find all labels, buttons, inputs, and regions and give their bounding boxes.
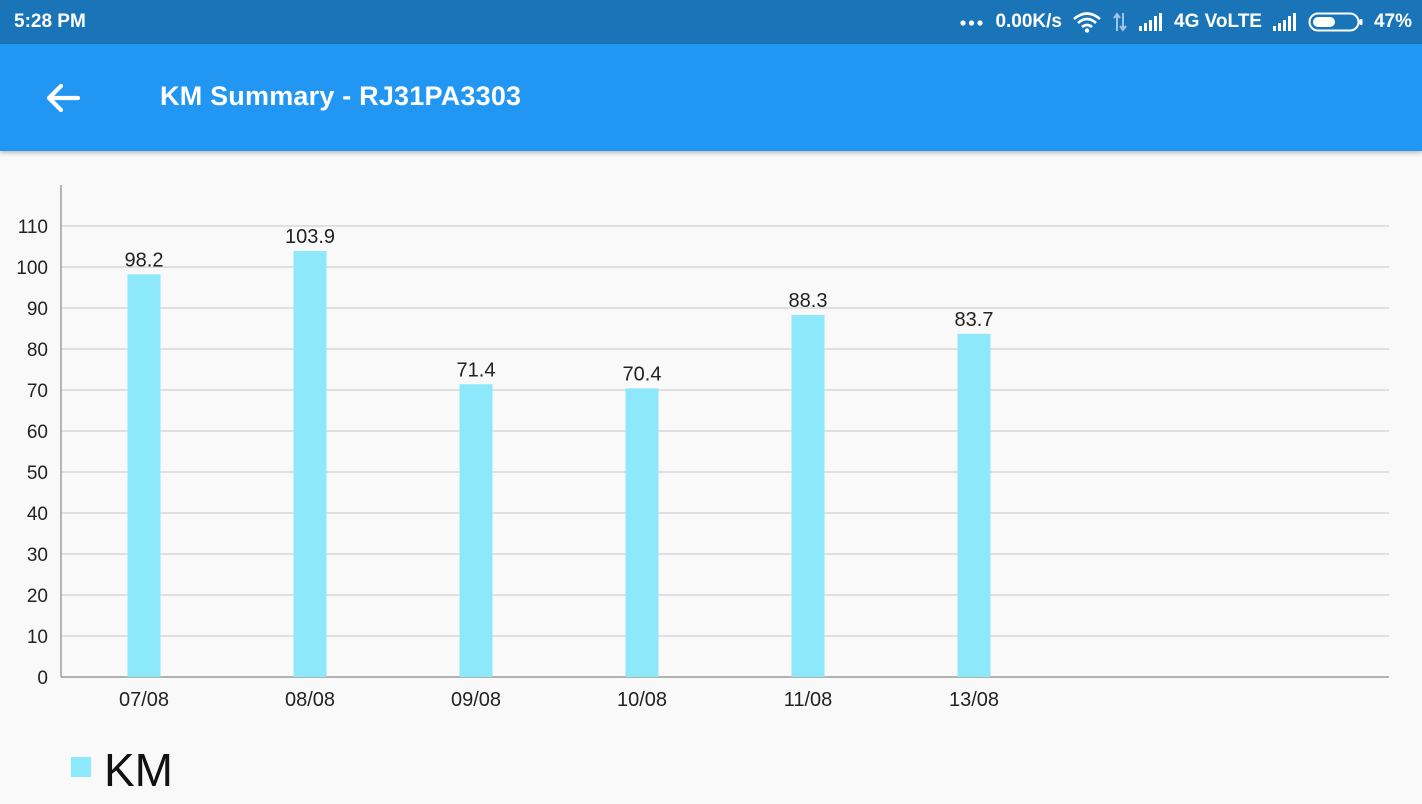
bar	[625, 388, 659, 677]
bar-value-label: 71.4	[457, 359, 496, 381]
status-icons: 0.00K/s 4G VoLTE	[959, 8, 1412, 36]
x-tick-label: 09/08	[451, 689, 501, 711]
more-dots-icon	[959, 17, 985, 27]
status-bar: 5:28 PM 0.00K/s	[0, 0, 1422, 44]
net-speed: 0.00K/s	[995, 11, 1062, 32]
y-tick-label: 10	[27, 627, 48, 648]
legend-swatch	[71, 757, 91, 777]
wifi-icon	[1072, 11, 1102, 33]
bar	[127, 274, 161, 677]
x-tick-label: 11/08	[784, 689, 833, 711]
y-tick-label: 30	[27, 545, 48, 566]
signal-icon	[1138, 12, 1164, 32]
x-tick-label: 07/08	[119, 689, 169, 711]
status-time: 5:28 PM	[14, 11, 86, 32]
x-tick-label: 10/08	[617, 689, 667, 711]
back-button[interactable]	[36, 72, 88, 124]
battery-percent: 47%	[1373, 11, 1412, 32]
y-tick-label: 100	[16, 258, 48, 279]
arrow-back-icon	[46, 83, 81, 113]
y-tick-label: 70	[27, 381, 48, 402]
x-tick-label: 08/08	[285, 689, 335, 711]
bar-value-label: 103.9	[285, 226, 335, 248]
data-transfer-icon	[1112, 11, 1128, 33]
km-bar-chart: 0 10 20 30 40 50 60 70 80 90 100 110 98.2 07/08 103.9 0…	[0, 151, 1422, 800]
y-tick-label: 0	[37, 668, 48, 689]
y-tick-label: 90	[27, 299, 48, 320]
bar	[293, 251, 327, 677]
battery-icon	[1308, 11, 1364, 33]
bar-value-label: 70.4	[623, 363, 662, 385]
x-tick-label: 13/08	[949, 689, 999, 711]
legend-label: KM	[104, 744, 173, 796]
y-tick-label: 80	[27, 340, 48, 361]
page-title: KM Summary - RJ31PA3303	[160, 81, 522, 111]
y-tick-label: 110	[18, 217, 48, 238]
y-tick-label: 20	[27, 586, 48, 607]
signal-icon-2	[1272, 12, 1298, 32]
bar	[957, 333, 991, 677]
y-tick-label: 50	[27, 463, 48, 484]
network-type: 4G VoLTE	[1174, 11, 1262, 32]
y-tick-label: 60	[27, 422, 48, 443]
bar	[459, 384, 493, 677]
chart-svg: 0 10 20 30 40 50 60 70 80 90 100 110 98.2 07/08 103.9 0…	[16, 185, 1389, 796]
y-tick-label: 40	[27, 504, 48, 525]
bar-value-label: 83.7	[955, 309, 994, 331]
bar	[791, 314, 825, 677]
bar-value-label: 98.2	[125, 249, 164, 271]
app-bar: KM Summary - RJ31PA3303	[0, 44, 1422, 151]
bar-value-label: 88.3	[789, 290, 828, 312]
